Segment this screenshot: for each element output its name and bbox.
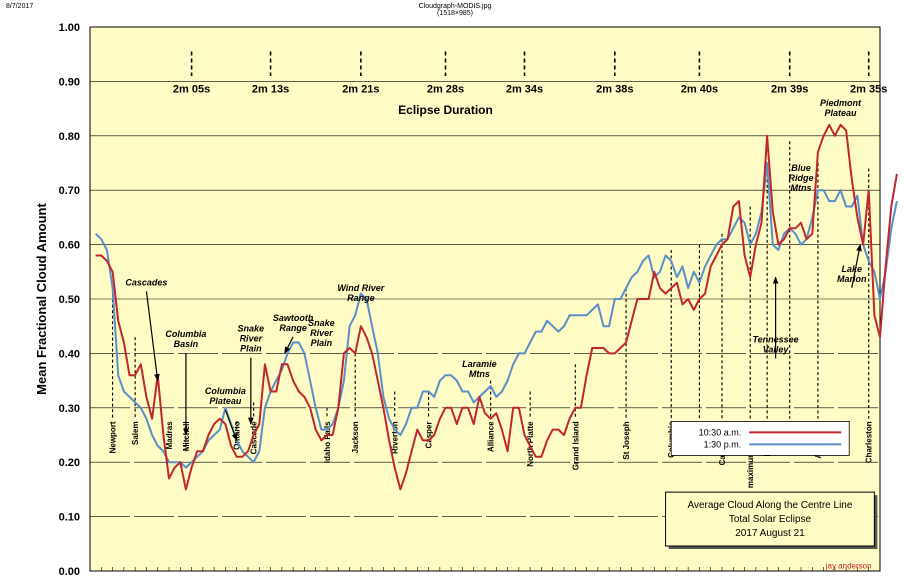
region-label: Wind River bbox=[337, 283, 384, 293]
legend-label: 10:30 a.m. bbox=[699, 427, 742, 437]
region-label: Plateau bbox=[824, 108, 857, 118]
y-axis-label: Mean Fractional Cloud Amount bbox=[34, 203, 49, 395]
region-label: Snake bbox=[308, 318, 335, 328]
region-label: Snake bbox=[238, 324, 265, 334]
legend-box bbox=[670, 420, 850, 456]
header-date: 8/7/2017 bbox=[6, 3, 34, 10]
y-tick-label: 0.30 bbox=[59, 403, 80, 415]
y-tick-label: 0.60 bbox=[59, 240, 80, 252]
duration-label: 2m 34s bbox=[506, 83, 543, 95]
region-label: Piedmont bbox=[820, 98, 862, 108]
region-label: Cascades bbox=[125, 277, 167, 287]
y-tick-label: 0.80 bbox=[59, 131, 80, 143]
region-label: Range bbox=[347, 293, 375, 303]
y-tick-label: 0.70 bbox=[59, 185, 80, 197]
region-label: Columbia bbox=[205, 386, 246, 396]
location-label: Alliance bbox=[487, 421, 496, 452]
duration-label: 2m 38s bbox=[596, 83, 633, 95]
duration-title: Eclipse Duration bbox=[398, 103, 493, 117]
region-arrow bbox=[145, 291, 160, 382]
location-label: Charleston bbox=[865, 421, 874, 463]
region-label: Range bbox=[279, 323, 307, 333]
title-box bbox=[665, 491, 875, 547]
location-label: Jackson bbox=[351, 421, 360, 453]
series-line bbox=[95, 123, 898, 491]
location-label: Ontario bbox=[233, 421, 242, 450]
y-tick-label: 0.90 bbox=[59, 76, 80, 88]
duration-label: 2m 40s bbox=[681, 83, 718, 95]
location-label: North Platte bbox=[526, 421, 535, 467]
region-label: Blue bbox=[791, 163, 811, 173]
legend-label: 1:30 p.m. bbox=[704, 439, 742, 449]
duration-label: 2m 13s bbox=[252, 83, 289, 95]
chart-subtitle: Total Solar Eclipse bbox=[729, 514, 812, 525]
region-label: Sawtooth bbox=[273, 313, 314, 323]
region-label: River bbox=[310, 328, 333, 338]
region-label: River bbox=[240, 334, 263, 344]
duration-label: 2m 35s bbox=[850, 83, 887, 95]
region-label: Mtns bbox=[791, 183, 812, 193]
region-label: Plateau bbox=[209, 396, 242, 406]
location-label: Grand Island bbox=[571, 421, 580, 470]
credit-label: jay anderson bbox=[825, 561, 872, 570]
y-tick-label: 1.00 bbox=[59, 22, 80, 34]
location-label: Newport bbox=[109, 421, 118, 453]
chart-subtitle: 2017 August 21 bbox=[735, 528, 805, 539]
region-arrow bbox=[224, 409, 238, 442]
duration-label: 2m 39s bbox=[771, 83, 808, 95]
header-filename: Cloudgraph-MODIS.jpg (1518×985) bbox=[418, 3, 492, 17]
region-label: Plain bbox=[311, 338, 333, 348]
region-label: Columbia bbox=[165, 329, 206, 339]
location-label: Cascade bbox=[250, 421, 259, 454]
location-label: Casper bbox=[425, 421, 434, 448]
y-tick-label: 0.20 bbox=[59, 457, 80, 469]
location-label: Madras bbox=[165, 421, 174, 450]
region-label: Plain bbox=[240, 344, 262, 354]
location-label: Idaho Falls bbox=[323, 421, 332, 463]
location-label: St Joseph bbox=[622, 421, 631, 459]
chart-title: Average Cloud Along the Centre Line bbox=[687, 500, 852, 511]
y-tick-label: 0.10 bbox=[59, 512, 80, 524]
region-label: Basin bbox=[174, 339, 199, 349]
duration-label: 2m 28s bbox=[427, 83, 464, 95]
y-tick-label: 0.00 bbox=[59, 566, 80, 578]
region-label: Mtns bbox=[469, 369, 490, 379]
region-arrow bbox=[851, 243, 862, 288]
location-label: Mitchell bbox=[182, 421, 191, 451]
location-label: Riverton bbox=[391, 421, 400, 454]
y-tick-label: 0.40 bbox=[59, 348, 80, 360]
duration-label: 2m 05s bbox=[173, 83, 210, 95]
duration-label: 2m 21s bbox=[342, 83, 379, 95]
location-label: Salem bbox=[131, 421, 140, 445]
y-tick-label: 0.50 bbox=[59, 294, 80, 306]
region-label: Lake bbox=[842, 264, 863, 274]
region-label: Laramie bbox=[462, 359, 497, 369]
region-label: Ridge bbox=[788, 173, 813, 183]
region-label: Marion bbox=[837, 274, 867, 284]
region-arrow bbox=[284, 336, 294, 355]
